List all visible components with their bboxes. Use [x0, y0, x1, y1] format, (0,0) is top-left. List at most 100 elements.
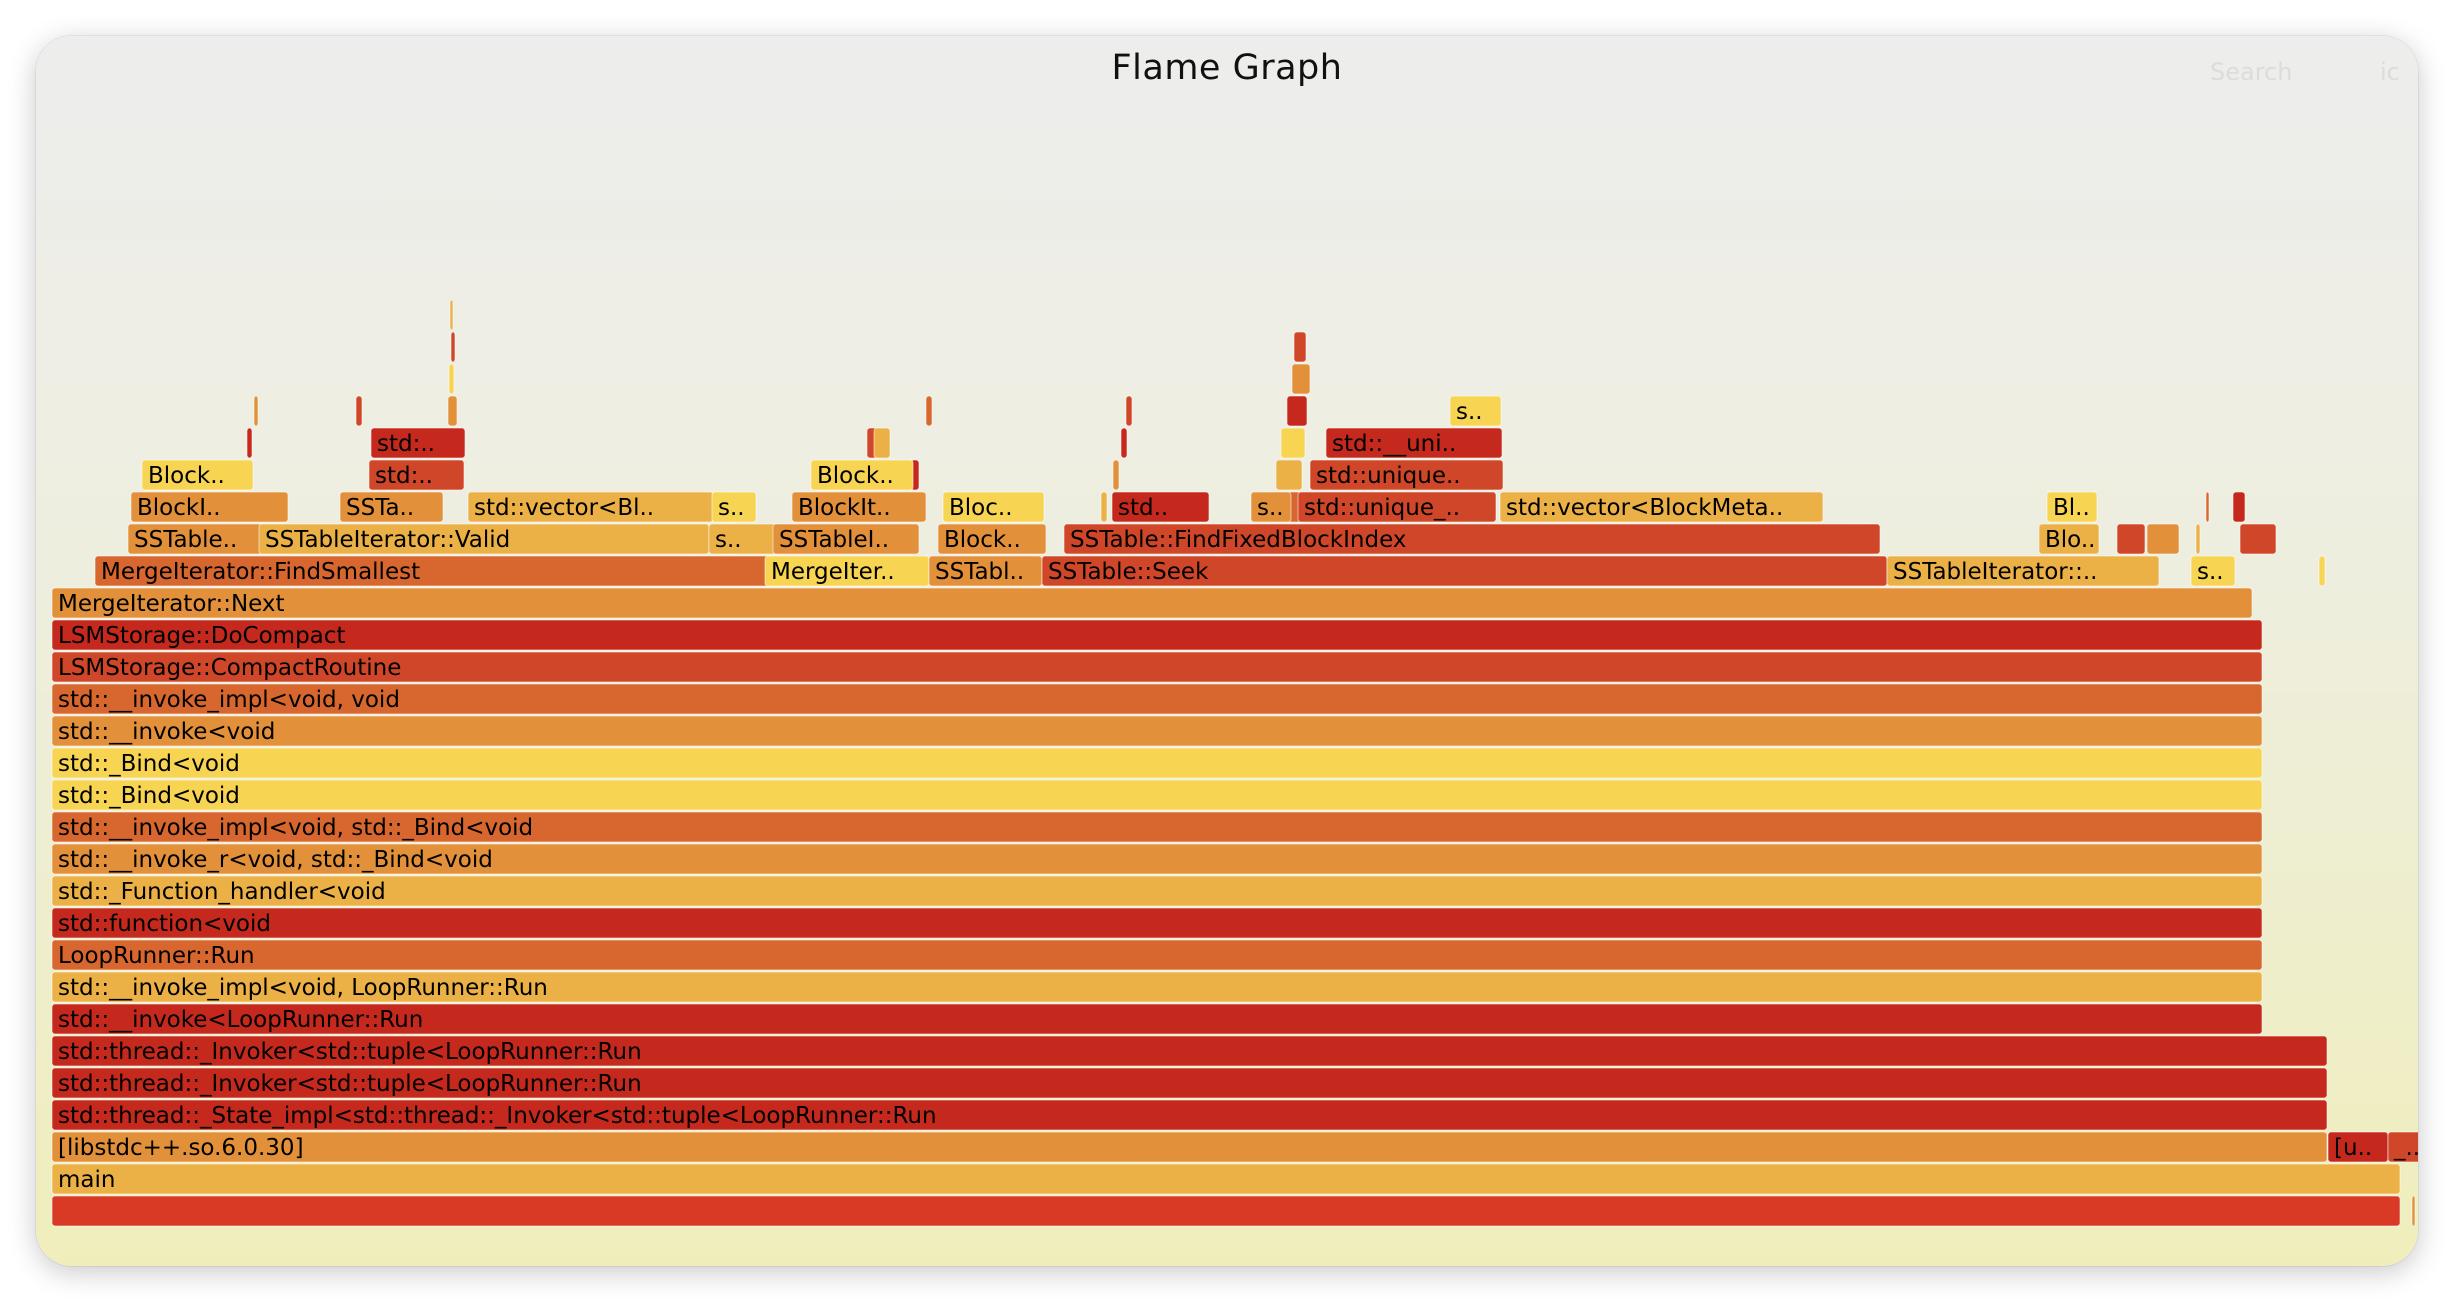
flame-frame-51[interactable]: std::__uni..: [1325, 427, 1503, 459]
flame-sliver-bar[interactable]: [448, 363, 455, 395]
flame-sliver-bar[interactable]: [1120, 427, 1128, 459]
flame-frame-bar[interactable]: [51, 1003, 2263, 1035]
flame-frame-27[interactable]: s..: [2190, 555, 2236, 587]
flame-frame-11[interactable]: std::function<void: [51, 907, 2263, 939]
flame-sliver-bar[interactable]: [1112, 459, 1120, 491]
flame-sliver-0[interactable]: [246, 427, 253, 459]
flame-sliver-bar[interactable]: [246, 427, 253, 459]
flame-frame-48[interactable]: Block..: [810, 459, 914, 491]
flame-frame-39[interactable]: BlockIt..: [791, 491, 927, 523]
flame-sliver-bar[interactable]: [1280, 427, 1306, 459]
flame-sliver-bar[interactable]: [873, 427, 891, 459]
flame-frame-bar[interactable]: [1063, 523, 1881, 555]
flame-frame-bar[interactable]: [51, 747, 2263, 779]
flame-frame-32[interactable]: Block..: [937, 523, 1047, 555]
flame-frame-31[interactable]: SSTableI..: [772, 523, 920, 555]
flame-sliver-22[interactable]: [1125, 395, 1133, 427]
flame-sliver-bar[interactable]: [355, 395, 363, 427]
flame-frame-bar[interactable]: [1250, 491, 1292, 523]
flame-sliver-21[interactable]: [1120, 427, 1128, 459]
flame-frame-bar[interactable]: [2190, 555, 2236, 587]
flame-frame-bar[interactable]: [1325, 427, 1503, 459]
flame-frame-4[interactable]: _..: [2387, 1131, 2418, 1163]
flame-frame-bar[interactable]: [467, 491, 714, 523]
flame-sliver-bar[interactable]: [2411, 1195, 2416, 1227]
flame-sliver-bar[interactable]: [2116, 523, 2146, 555]
flame-frame-26[interactable]: SSTableIterator::..: [1886, 555, 2160, 587]
flame-frame-bar[interactable]: [339, 491, 444, 523]
flame-frame-bar[interactable]: [94, 555, 797, 587]
flame-sliver-36[interactable]: [2205, 491, 2210, 523]
flame-frame-bar[interactable]: [130, 491, 289, 523]
flame-frame-bar[interactable]: [51, 1067, 2328, 1099]
flame-frame-bar[interactable]: [51, 651, 2263, 683]
flame-sliver-16[interactable]: [925, 395, 933, 427]
flame-frame-10[interactable]: LoopRunner::Run: [51, 939, 2263, 971]
flame-frame-29[interactable]: SSTableIterator::Valid: [258, 523, 710, 555]
flame-frame-23[interactable]: MergeIter..: [764, 555, 930, 587]
flame-frame-bar[interactable]: [2038, 523, 2100, 555]
flame-sliver-bar[interactable]: [449, 299, 454, 331]
flame-frame-bar[interactable]: [51, 619, 2263, 651]
flame-frame-9[interactable]: std::__invoke_impl<void, LoopRunner::Run: [51, 971, 2263, 1003]
flame-sliver-26[interactable]: [1286, 395, 1308, 427]
flame-sliver-bar[interactable]: [253, 395, 259, 427]
flame-frame-43[interactable]: std::unique_..: [1297, 491, 1497, 523]
flame-frame-bar[interactable]: [51, 1195, 2401, 1227]
flame-frame-45[interactable]: Bl..: [2046, 491, 2098, 523]
flame-sliver-bar[interactable]: [1100, 491, 1108, 523]
flame-sliver-24[interactable]: [1275, 459, 1303, 491]
flame-frame-14[interactable]: std::__invoke_impl<void, std::_Bind<void: [51, 811, 2263, 843]
flame-sliver-bar[interactable]: [2195, 523, 2201, 555]
flame-frame-18[interactable]: std::__invoke_impl<void, void: [51, 683, 2263, 715]
flame-frame-16[interactable]: std::_Bind<void: [51, 747, 2263, 779]
flame-frame-bar[interactable]: [51, 1099, 2328, 1131]
flame-frame-8[interactable]: std::__invoke<LoopRunner::Run: [51, 1003, 2263, 1035]
flame-frame-bar[interactable]: [258, 523, 710, 555]
flame-frame-6[interactable]: std::thread::_Invoker<std::tuple<LoopRun…: [51, 1067, 2328, 1099]
flame-frame-7[interactable]: std::thread::_Invoker<std::tuple<LoopRun…: [51, 1035, 2328, 1067]
flame-sliver-14[interactable]: [873, 427, 891, 459]
flame-frame-35[interactable]: BlockI..: [130, 491, 289, 523]
flame-frame-25[interactable]: SSTable::Seek: [1041, 555, 1888, 587]
flame-frame-bar[interactable]: [141, 459, 254, 491]
flame-frame-bar[interactable]: [1297, 491, 1497, 523]
flame-sliver-bar[interactable]: [1286, 395, 1308, 427]
flame-frame-46[interactable]: Block..: [141, 459, 254, 491]
flame-frame-21[interactable]: MergeIterator::Next: [51, 587, 2253, 619]
flame-sliver-39[interactable]: [2318, 555, 2326, 587]
flame-frame-0[interactable]: [51, 1195, 2401, 1227]
flame-sliver-bar[interactable]: [2318, 555, 2326, 587]
flame-frame-bar[interactable]: [2387, 1131, 2418, 1163]
flame-frame-bar[interactable]: [51, 779, 2263, 811]
flame-frame-bar[interactable]: [2327, 1131, 2389, 1163]
ignore-case-toggle[interactable]: ic: [2380, 58, 2400, 86]
flame-sliver-33[interactable]: [2116, 523, 2146, 555]
flame-frame-5[interactable]: std::thread::_State_impl<std::thread::_I…: [51, 1099, 2328, 1131]
flame-frame-13[interactable]: std::__invoke_r<void, std::_Bind<void: [51, 843, 2263, 875]
flame-sliver-20[interactable]: [1112, 459, 1120, 491]
flame-frame-bar[interactable]: [51, 715, 2263, 747]
flame-frame-bar[interactable]: [810, 459, 914, 491]
flame-frame-bar[interactable]: [791, 491, 927, 523]
flame-frame-bar[interactable]: [764, 555, 930, 587]
flame-frame-bar[interactable]: [1111, 491, 1210, 523]
flame-sliver-3[interactable]: [355, 395, 363, 427]
flame-frame-33[interactable]: SSTable::FindFixedBlockIndex: [1063, 523, 1881, 555]
flame-frame-bar[interactable]: [51, 1131, 2328, 1163]
flame-sliver-6[interactable]: [448, 363, 455, 395]
flame-frame-24[interactable]: SSTabl..: [928, 555, 1043, 587]
flame-frame-bar[interactable]: [942, 491, 1045, 523]
flame-sliver-5[interactable]: [447, 395, 458, 427]
flame-frame-bar[interactable]: [51, 875, 2263, 907]
flame-frame-bar[interactable]: [51, 587, 2253, 619]
flame-frame-bar[interactable]: [928, 555, 1043, 587]
flame-frame-50[interactable]: std:..: [370, 427, 466, 459]
flame-frame-3[interactable]: [u..: [2327, 1131, 2389, 1163]
flame-sliver-bar[interactable]: [925, 395, 933, 427]
flame-frame-19[interactable]: LSMStorage::CompactRoutine: [51, 651, 2263, 683]
flame-frame-bar[interactable]: [51, 907, 2263, 939]
flame-sliver-bar[interactable]: [450, 331, 456, 363]
flame-frame-bar[interactable]: [1499, 491, 1824, 523]
flame-frame-bar[interactable]: [1309, 459, 1504, 491]
